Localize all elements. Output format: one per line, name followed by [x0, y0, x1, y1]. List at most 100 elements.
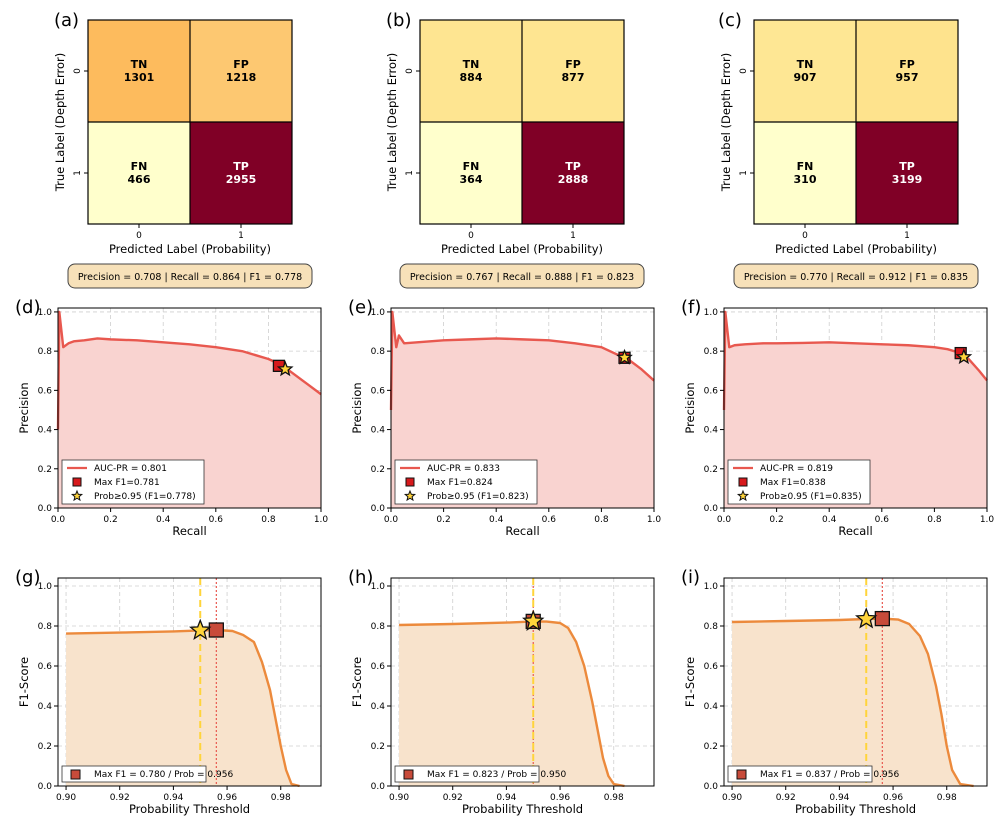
legend-label: Prob≥0.95 (F1=0.823) [427, 492, 529, 502]
x-tick-label: 0.96 [550, 793, 570, 803]
x-tick-label: 0.0 [51, 515, 66, 525]
y-tick-label: 0.4 [704, 426, 719, 436]
matrix-cell [88, 20, 190, 122]
x-tick-label: 0.4 [822, 515, 837, 525]
matrix-cell [88, 122, 190, 224]
x-tick-label: 1 [904, 231, 910, 241]
y-axis-label: True Label (Depth Error) [385, 53, 399, 192]
y-tick-label: 0.6 [704, 662, 719, 672]
x-tick-label: 0.94 [496, 793, 516, 803]
x-tick-label: 0.90 [722, 793, 742, 803]
panel-label: (h) [348, 567, 373, 588]
legend-star-swatch [70, 489, 84, 502]
max-f1-marker [208, 622, 224, 638]
series-area [58, 311, 321, 508]
x-axis-label: Predicted Label (Probability) [109, 242, 271, 256]
axes-frame [723, 577, 988, 787]
series-area [66, 630, 300, 786]
matrix-frame [753, 19, 959, 225]
y-tick-label: 0.2 [371, 465, 385, 475]
panel-label: (b) [386, 10, 411, 31]
y-tick-label: 1.0 [704, 308, 719, 318]
legend-label: Max F1=0.824 [427, 478, 493, 488]
y-tick-label: 0.0 [371, 782, 386, 792]
metrics-badge [733, 263, 979, 289]
y-tick-label: 1.0 [38, 308, 53, 318]
x-tick-label: 1 [570, 231, 576, 241]
y-tick-label: 0 [739, 68, 749, 74]
cell-value: 877 [562, 71, 585, 84]
x-axis-label: Recall [172, 524, 206, 538]
series-area [399, 621, 625, 786]
matrix-cell [522, 122, 624, 224]
matrix-cell [754, 20, 856, 122]
legend-square-swatch [70, 769, 81, 780]
prob-marker [276, 360, 294, 377]
x-tick-label: 0.92 [443, 793, 463, 803]
cell-label: TP [233, 160, 249, 173]
y-tick-label: 0.8 [704, 347, 719, 357]
x-tick-label: 0.8 [261, 515, 276, 525]
y-tick-label: 1 [73, 170, 83, 176]
cell-label: TP [899, 160, 915, 173]
x-axis-label: Recall [505, 524, 539, 538]
legend-label: AUC-PR = 0.801 [94, 464, 167, 474]
x-tick-label: 0.8 [927, 515, 942, 525]
y-tick-label: 0.6 [371, 386, 386, 396]
y-tick-label: 1.0 [371, 308, 386, 318]
y-axis-label: True Label (Depth Error) [719, 53, 733, 192]
series-area [732, 618, 974, 786]
legend-box [61, 765, 207, 783]
x-tick-label: 0.0 [717, 515, 732, 525]
y-tick-label: 0.8 [38, 347, 53, 357]
x-tick-label: 0.98 [937, 793, 957, 803]
metrics-text: Precision = 0.708 | Recall = 0.864 | F1 … [78, 272, 302, 283]
axes-frame [723, 307, 988, 509]
x-tick-label: 0.2 [103, 515, 117, 525]
panel-label: (d) [15, 297, 40, 318]
x-axis-label: Predicted Label (Probability) [441, 242, 603, 256]
y-tick-label: 0.8 [371, 622, 386, 632]
cell-value: 1218 [226, 71, 257, 84]
x-tick-label: 1.0 [980, 515, 995, 525]
y-axis-label: Precision [17, 382, 31, 433]
prob-marker [189, 618, 212, 640]
x-tick-label: 1.0 [647, 515, 662, 525]
legend-box [394, 765, 540, 783]
matrix-cell [754, 122, 856, 224]
matrix-cell [856, 122, 958, 224]
y-tick-label: 0.2 [704, 465, 718, 475]
cell-label: TN [463, 58, 480, 71]
legend-label: Prob≥0.95 (F1=0.778) [94, 492, 196, 502]
cell-value: 466 [128, 173, 151, 186]
legend-label: Max F1 = 0.837 / Prob = 0.956 [760, 770, 899, 780]
y-axis-label: Precision [683, 382, 697, 433]
x-tick-label: 0.94 [163, 793, 183, 803]
x-tick-label: 0.6 [209, 515, 224, 525]
legend-label: Max F1 = 0.823 / Prob = 0.950 [427, 770, 566, 780]
cell-label: FN [131, 160, 148, 173]
y-tick-label: 0.0 [704, 504, 719, 514]
y-tick-label: 0.8 [38, 622, 53, 632]
y-tick-label: 0.6 [38, 386, 53, 396]
series-area [391, 311, 654, 508]
y-tick-label: 0.2 [704, 742, 718, 752]
legend-square-swatch [738, 477, 748, 487]
x-tick-label: 0.0 [384, 515, 399, 525]
pr-curve-panel-0: (d) 0.0 0.2 0.4 0.6 0.8 1.0 0.0 0.2 0.4 0.6 0.8 1.0 R… [15, 297, 328, 538]
legend-label: Max F1=0.781 [94, 478, 160, 488]
y-tick-label: 0.4 [38, 426, 53, 436]
y-axis-label: F1-Score [17, 657, 31, 707]
y-tick-label: 0.4 [38, 702, 53, 712]
matrix-cell [420, 122, 522, 224]
panel-label: (c) [718, 10, 742, 31]
cell-label: FP [565, 58, 581, 71]
x-tick-label: 0.98 [271, 793, 291, 803]
y-tick-label: 0.2 [38, 465, 52, 475]
cell-value: 3199 [892, 173, 923, 186]
prob-marker [522, 609, 545, 631]
axes-frame [390, 307, 655, 509]
metrics-text: Precision = 0.767 | Recall = 0.888 | F1 … [410, 272, 634, 283]
